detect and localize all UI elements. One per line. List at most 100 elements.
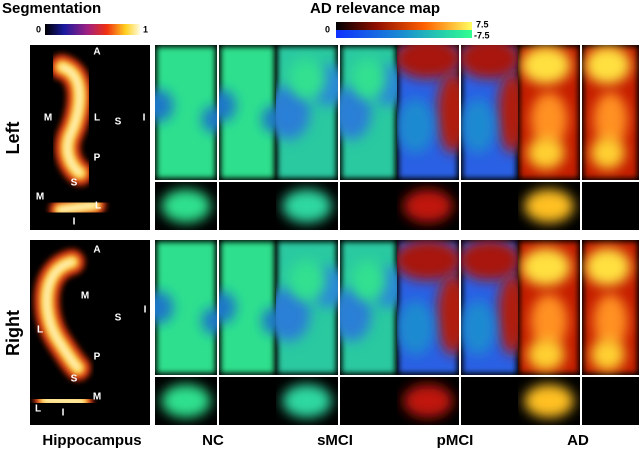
heat-blob [219, 89, 237, 122]
heat-blob [288, 260, 326, 301]
relevance-frame [340, 182, 397, 230]
heat-blob [351, 260, 386, 301]
anatomy-label: M [81, 291, 89, 302]
image-panel [155, 47, 217, 178]
image-panel [520, 242, 578, 373]
anatomy-label: S [115, 313, 122, 324]
heat-blob [437, 273, 459, 355]
heat-blob [282, 189, 332, 223]
heat-blob [521, 46, 571, 85]
image-panel [397, 45, 459, 178]
heat-blob [219, 291, 237, 324]
heat-blob [524, 384, 574, 418]
image-panel [219, 47, 276, 178]
heat-blob [340, 287, 372, 342]
image-panel [584, 46, 637, 178]
heat-blob [530, 294, 568, 348]
image-panel [461, 240, 518, 373]
segmentation-center [57, 202, 98, 213]
heat-blob [261, 105, 276, 133]
image-panel [403, 189, 453, 223]
heat-blob [521, 248, 571, 286]
heat-blob [351, 58, 386, 99]
row-label: Right [3, 310, 23, 356]
heat-blob [397, 240, 459, 281]
positive-colorbar [336, 22, 472, 30]
seg-max-label: 1 [143, 24, 148, 34]
heat-blob [155, 89, 174, 122]
heat-blob [593, 294, 628, 348]
column-label: sMCI [317, 432, 353, 449]
heat-blob [461, 240, 518, 281]
heat-blob [461, 300, 496, 355]
relevance-frame [340, 377, 397, 425]
anatomy-label: I [143, 113, 146, 124]
relevance-frame [461, 182, 518, 230]
heat-blob [403, 384, 453, 418]
image-panel [340, 47, 397, 178]
anatomy-label: L [94, 113, 100, 124]
image-panel [403, 384, 453, 418]
image-panel [161, 384, 211, 418]
image-panel [276, 47, 338, 178]
image-panel [340, 242, 397, 373]
heat-blob [527, 136, 565, 170]
anatomy-label: P [94, 153, 101, 164]
anatomy-label: M [36, 192, 44, 203]
image-panel [161, 189, 211, 223]
heat-blob [530, 92, 568, 147]
relevance-frame [461, 377, 518, 425]
image-panel [282, 189, 332, 223]
column-label: Hippocampus [42, 432, 141, 449]
image-panel [33, 247, 141, 413]
column-label: NC [202, 432, 224, 449]
image-panel [49, 52, 141, 221]
image-panel [524, 189, 574, 223]
column-label: AD [567, 432, 589, 449]
image-panel [219, 242, 276, 373]
anatomy-label: M [44, 113, 52, 124]
segmentation-center [59, 64, 83, 176]
heat-blob [403, 189, 453, 223]
rel-max-label: 7.5 [476, 19, 489, 29]
anatomy-label: P [94, 352, 101, 363]
anatomy-label: A [93, 245, 100, 256]
heat-blob [498, 273, 518, 355]
heat-blob [584, 46, 631, 85]
segmentation-center [44, 259, 81, 371]
image-panel [524, 384, 574, 418]
heat-blob [276, 85, 311, 140]
anatomy-label: L [37, 325, 43, 336]
relevance-frame [582, 377, 639, 425]
image-panel [155, 242, 217, 373]
image-panel [282, 384, 332, 418]
heat-blob [498, 72, 518, 153]
anatomy-label: I [62, 408, 65, 419]
heat-blob [527, 338, 565, 371]
anatomy-label: S [115, 117, 122, 128]
seg-min-label: 0 [36, 24, 41, 34]
image-panel [397, 240, 459, 373]
segmentation-title: Segmentation [2, 0, 101, 17]
heat-blob [201, 307, 217, 335]
heat-blob [161, 384, 211, 418]
column-label: pMCI [437, 432, 474, 449]
heat-blob [261, 307, 276, 335]
heat-blob [584, 248, 631, 286]
heat-blob [461, 99, 496, 153]
heat-blob [437, 72, 459, 153]
relevance-frame [219, 182, 276, 230]
segmentation-colorbar [45, 24, 140, 35]
anatomy-label: L [95, 201, 101, 212]
segmentation-center [42, 397, 85, 405]
anatomy-label: S [71, 374, 78, 385]
heat-blob [461, 45, 518, 79]
heat-blob [282, 384, 332, 418]
heat-blob [397, 45, 459, 79]
image-panel [584, 242, 637, 373]
anatomy-label: M [93, 392, 101, 403]
heat-blob [397, 99, 435, 153]
anatomy-label: I [73, 217, 76, 228]
anatomy-label: A [93, 47, 100, 58]
anatomy-label: I [144, 305, 147, 316]
